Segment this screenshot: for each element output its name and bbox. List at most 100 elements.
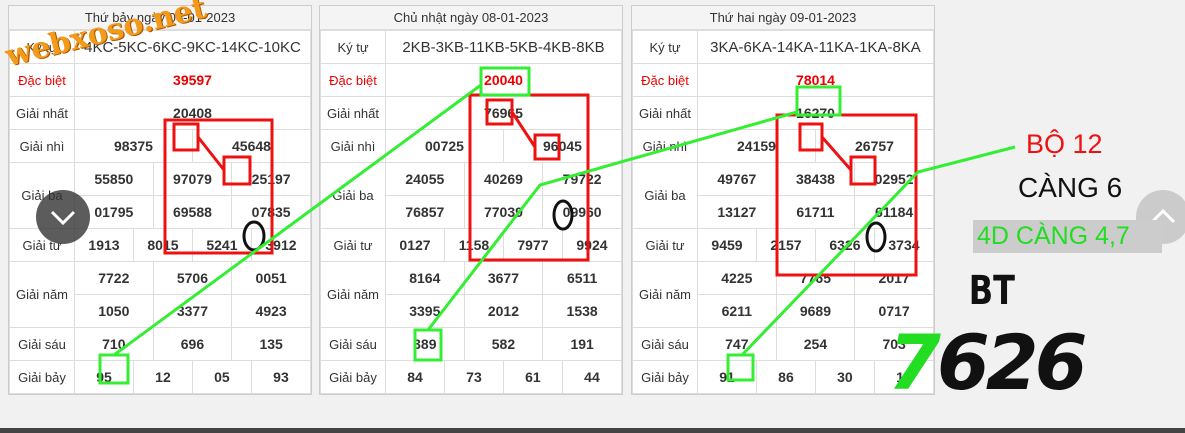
prize-number: 3KA-6KA-14KA-11KA-1KA-8KA: [697, 30, 934, 64]
result-table: Chủ nhật ngày 08-01-2023 Ký tự 2KB-3KB-11K…: [319, 5, 623, 395]
note-cang4d: 4D CÀNG 4,7: [973, 220, 1162, 253]
prize-row: Giải bảy 95 12 05 93: [9, 360, 312, 394]
prize-label: Ký tự: [632, 30, 698, 64]
prize-row: Giải bảy 84 73 61 44: [320, 360, 623, 394]
prize-label: Giải sáu: [632, 327, 698, 361]
prize-row: Giải sáu 389 582 191: [320, 327, 622, 361]
nav-buttons: [36, 190, 1185, 244]
prize-row: Giải bảy 91 86 30 16: [632, 360, 935, 394]
prize-row: Ký tự 2KB-3KB-11KB-5KB-4KB-8KB: [320, 30, 622, 64]
prize-number: 24055: [385, 162, 465, 196]
prize-number: 86: [755, 360, 816, 394]
prize-number: 3377: [152, 294, 233, 328]
prize-number: 4KC-5KC-6KC-9KC-14KC-10KC: [74, 30, 311, 64]
prize-row: 3395 2012 1538: [321, 294, 622, 328]
prize-label: Giải sáu: [320, 327, 386, 361]
prize-label: Giải nhất: [9, 96, 75, 130]
prize-label: Giải năm: [9, 261, 75, 328]
prize-row: 6211 9689 0717: [633, 294, 934, 328]
prize-number: 05: [191, 360, 252, 394]
result-table: Thứ hai ngày 09-01-2023 Ký tự 3KA-6KA-14KA…: [631, 5, 935, 395]
prize-label: Ký tự: [320, 30, 386, 64]
prize-row: Giải ba 24055 40269 79722: [320, 162, 622, 229]
prize-number: 13127: [697, 195, 777, 229]
prize-number: 1050: [74, 294, 154, 328]
prize-row: Giải nhì 24159 26757: [632, 129, 935, 163]
prize-number: 0051: [231, 261, 311, 295]
prize-number: 61: [502, 360, 563, 394]
prize-label: Giải sáu: [9, 327, 75, 361]
prize-table: Ký tự 4KC-5KC-6KC-9KC-14KC-10KC Đặc biệt 39…: [9, 30, 312, 394]
prize-number: 30: [814, 360, 875, 394]
result-table: Thứ bảy ngày 07-01-2023 Ký tự 4KC-5KC-6KC-…: [8, 5, 312, 395]
prize-number: 135: [231, 327, 311, 361]
prize-number: 61184: [854, 195, 934, 229]
prize-label: Giải nhì: [632, 129, 698, 163]
prize-number: 191: [542, 327, 622, 361]
prize-row: Giải nhì 00725 96045: [320, 129, 623, 163]
prize-number: 02952: [854, 162, 934, 196]
prize-number: 9459: [697, 228, 757, 262]
prize-row: Giải nhất 76965: [320, 96, 622, 130]
table-title: Thứ bảy ngày 07-01-2023: [9, 6, 311, 30]
prize-number: 16: [873, 360, 935, 394]
red-marks: [163, 93, 918, 277]
prize-label: Giải nhì: [9, 129, 75, 163]
prize-number: 00725: [385, 129, 504, 163]
prize-row: Giải sáu 747 254 703: [632, 327, 934, 361]
prize-label: Giải nhất: [632, 96, 698, 130]
prize-label: Giải năm: [320, 261, 386, 328]
note-bt-label: BT: [968, 268, 1016, 314]
prize-row: Đặc biệt 78014: [632, 63, 934, 97]
prize-row: 13127 61711 61184: [633, 195, 934, 229]
green-marks: [98, 66, 1016, 385]
prize-row: 1050 3377 4923: [10, 294, 311, 328]
note-cang: CÀNG 6: [1018, 172, 1123, 203]
prize-label: Giải bảy: [9, 360, 75, 394]
prize-label: Giải bảy: [320, 360, 386, 394]
prize-table: Ký tự 2KB-3KB-11KB-5KB-4KB-8KB Đặc biệt 200…: [320, 30, 623, 394]
prize-row: Giải ba 49767 38438 02952: [632, 162, 934, 229]
prize-number: 49767: [697, 162, 777, 196]
prize-number: 254: [775, 327, 856, 361]
table-title: Chủ nhật ngày 08-01-2023: [320, 6, 622, 30]
prize-label: Giải ba: [632, 162, 698, 229]
prize-number: 0717: [854, 294, 934, 328]
prize-number: 4923: [231, 294, 311, 328]
table-title: Thứ hai ngày 09-01-2023: [632, 6, 934, 30]
prize-row: Ký tự 3KA-6KA-14KA-11KA-1KA-8KA: [632, 30, 934, 64]
prize-number: 78014: [697, 63, 934, 97]
prize-number: 2012: [463, 294, 544, 328]
prize-table: Ký tự 3KA-6KA-14KA-11KA-1KA-8KA Đặc biệt 78…: [632, 30, 935, 394]
prize-number: 389: [385, 327, 465, 361]
prize-number: 44: [561, 360, 623, 394]
prize-number: 7977: [502, 228, 563, 262]
note-set: BỘ 12: [1026, 129, 1103, 159]
prize-number: 39597: [74, 63, 311, 97]
prize-number: 38438: [775, 162, 856, 196]
prize-label: Giải năm: [632, 261, 698, 328]
prize-row: Giải năm 8164 3677 6511: [320, 261, 622, 328]
prize-number: 582: [463, 327, 544, 361]
prize-number: 96045: [502, 129, 623, 163]
note-bt-number: 7626: [888, 318, 1088, 407]
prize-row: Giải năm 4225 7765 2017: [632, 261, 934, 328]
prize-label: Giải nhất: [320, 96, 386, 130]
prize-row: Ký tự 4KC-5KC-6KC-9KC-14KC-10KC: [9, 30, 311, 64]
prize-row: Đặc biệt 39597: [9, 63, 311, 97]
prize-number: 8015: [132, 228, 193, 262]
prize-number: 5241: [191, 228, 252, 262]
prize-number: 12: [132, 360, 193, 394]
prize-number: 26757: [814, 129, 935, 163]
bottom-bar: [0, 428, 1185, 433]
prize-label: Giải ba: [320, 162, 386, 229]
prize-number: 2KB-3KB-11KB-5KB-4KB-8KB: [385, 30, 622, 64]
prize-number: 1538: [542, 294, 622, 328]
prize-number: 6511: [542, 261, 622, 295]
prize-number: 93: [250, 360, 312, 394]
prize-label: Giải bảy: [632, 360, 698, 394]
prize-number: 73: [443, 360, 504, 394]
prize-number: 9689: [775, 294, 856, 328]
